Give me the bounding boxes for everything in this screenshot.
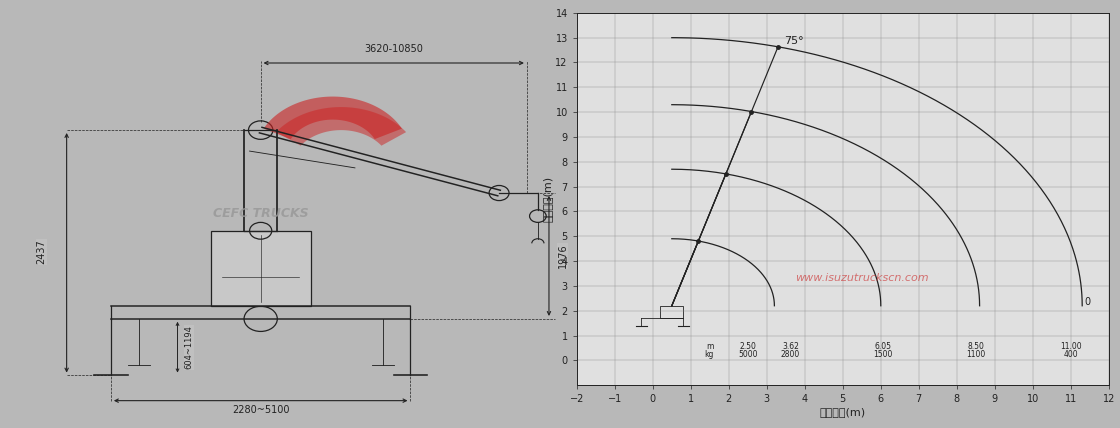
Text: 11.00: 11.00 <box>1060 342 1082 351</box>
Text: 2.50: 2.50 <box>739 342 756 351</box>
Text: 8.50: 8.50 <box>968 342 984 351</box>
Text: m: m <box>707 342 713 351</box>
Text: www.isuzutruckscn.com: www.isuzutruckscn.com <box>795 273 928 283</box>
Text: 1100: 1100 <box>967 351 986 360</box>
Polygon shape <box>276 107 407 146</box>
Text: 400: 400 <box>1064 351 1079 360</box>
Text: 2437: 2437 <box>37 239 47 264</box>
Text: CEFC TRUCKS: CEFC TRUCKS <box>213 208 308 220</box>
Text: 75°: 75° <box>784 36 803 46</box>
Text: 3620-10850: 3620-10850 <box>364 44 423 54</box>
Polygon shape <box>263 97 402 139</box>
Text: 0: 0 <box>1084 297 1090 306</box>
Text: 5000: 5000 <box>738 351 757 360</box>
FancyBboxPatch shape <box>211 231 310 306</box>
Text: 1500: 1500 <box>872 351 893 360</box>
Text: kg: kg <box>704 351 713 360</box>
Text: 2800: 2800 <box>781 351 800 360</box>
Text: 3.62: 3.62 <box>782 342 799 351</box>
X-axis label: 工作幅度(m): 工作幅度(m) <box>820 407 866 417</box>
Text: 1976: 1976 <box>558 244 568 268</box>
Y-axis label: 起升高度(m): 起升高度(m) <box>542 176 552 222</box>
Text: 604~1194: 604~1194 <box>184 325 193 369</box>
Text: 6.05: 6.05 <box>875 342 892 351</box>
Text: 2280~5100: 2280~5100 <box>232 405 289 415</box>
